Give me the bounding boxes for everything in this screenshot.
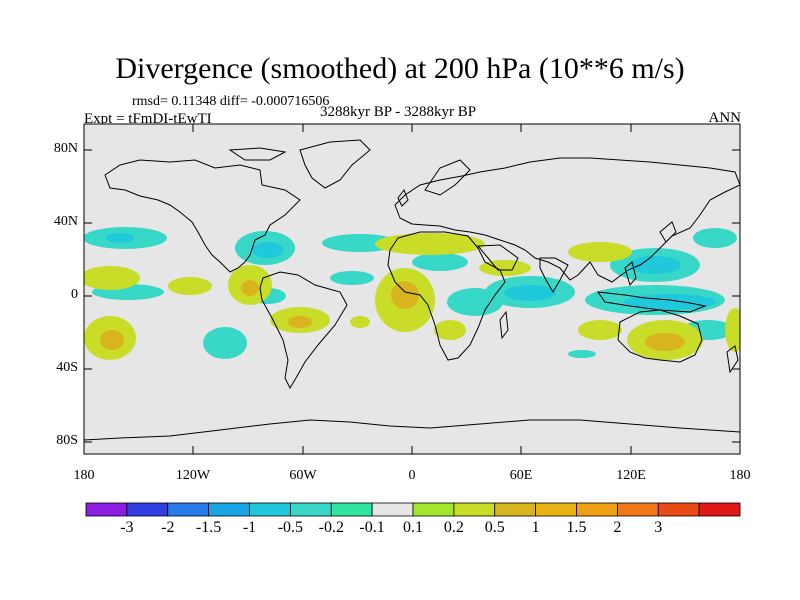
field-core-negative	[106, 233, 134, 243]
field-patch-negative	[693, 228, 737, 248]
australia-coast	[617, 309, 703, 363]
coastlines	[84, 139, 740, 441]
y-tick-label: 80S	[56, 433, 78, 448]
colorbar-label: -0.2	[318, 519, 344, 536]
colorbar-label: -1.5	[195, 519, 222, 536]
colorbar-label: -1	[242, 519, 257, 536]
colorbar-swatch	[698, 502, 741, 517]
period-label: 3288kyr BP - 3288kyr BP	[320, 104, 477, 120]
y-tick-label: 40N	[53, 214, 78, 229]
field-patch-negative	[412, 253, 468, 271]
field-core-positive	[241, 280, 259, 296]
colorbar-swatch	[85, 502, 128, 517]
x-tick-label: 120W	[175, 468, 211, 483]
field-patch-negative	[330, 271, 374, 285]
stats-label: rmsd= 0.11348 diff= -0.000716506	[132, 94, 330, 109]
x-tick-label: 120E	[616, 468, 646, 483]
madagascar-coast	[499, 310, 509, 340]
colorbar-label: 0.5	[484, 519, 505, 536]
field-patch-positive	[568, 242, 632, 262]
colorbar-swatch	[453, 502, 496, 517]
south-america-coast	[259, 271, 348, 390]
colorbar-swatch	[412, 502, 455, 517]
field-core-positive	[288, 316, 312, 328]
x-tick-label: 60W	[289, 468, 317, 483]
colorbar-swatch	[167, 502, 210, 517]
colorbar-swatch	[494, 502, 537, 517]
new-zealand-coast	[726, 345, 739, 374]
x-tick-label: 60E	[509, 468, 533, 483]
x-tick-label: 0	[408, 468, 416, 483]
experiment-label: Expt = tFmDI-tEwTI	[84, 111, 212, 127]
x-tick-label: 180	[73, 468, 95, 483]
y-tick-label: 80N	[53, 141, 78, 156]
colorbar-swatch	[576, 502, 618, 517]
colorbar-label: -0.1	[359, 519, 385, 536]
philippines-coast	[624, 261, 637, 287]
colorbar-swatch	[330, 502, 373, 517]
arctic-islands-coast	[228, 147, 287, 161]
colorbar-swatch	[208, 502, 250, 517]
uk-coast	[397, 188, 409, 207]
field-patch-positive	[375, 233, 485, 255]
map-title: Divergence (smoothed) at 200 hPa (10**6 …	[115, 52, 685, 85]
greenland-coast	[299, 139, 371, 189]
india-coast	[539, 257, 569, 293]
colorbar-label: 2	[613, 519, 622, 536]
colorbar-label: -0.5	[277, 519, 304, 536]
colorbar-swatch	[126, 502, 169, 517]
colorbar-label: 3	[654, 519, 663, 536]
colorbar-swatch	[616, 502, 659, 517]
colorbar-swatch	[371, 502, 414, 517]
colorbar-label: 0.1	[403, 519, 423, 536]
arabia-coast	[476, 244, 519, 271]
colorbar-label: 0.2	[443, 519, 464, 536]
colorbar-swatch	[535, 502, 577, 517]
colorbar-label: 1	[531, 519, 540, 536]
field-core-negative	[252, 242, 284, 258]
colorbar-label: 1.5	[566, 519, 587, 536]
field-patch-positive	[350, 316, 370, 328]
season-label: ANN	[708, 110, 742, 126]
field-patch-positive	[84, 266, 140, 290]
field-patch-positive	[434, 320, 466, 340]
field-core-positive	[391, 281, 419, 309]
colorbar	[85, 502, 741, 517]
colorbar-swatch	[657, 502, 700, 517]
colorbar-label: -2	[161, 519, 175, 536]
scandinavia-coast	[424, 159, 471, 196]
africa-coast	[387, 231, 506, 361]
field-patch-positive	[168, 277, 212, 295]
antarctica-coast	[84, 419, 740, 441]
colorbar-swatch	[249, 502, 291, 517]
colorbar-swatch	[289, 502, 332, 517]
field-patch-positive	[479, 260, 531, 276]
y-tick-label: 0	[71, 287, 78, 302]
field-core-positive	[645, 333, 685, 351]
field-core-positive	[100, 330, 124, 350]
indonesia-coast	[596, 291, 707, 313]
field-patch-positive	[578, 320, 622, 340]
field-core-negative	[504, 285, 556, 301]
field-patch-negative	[447, 288, 503, 316]
divergence-field	[84, 227, 740, 360]
field-patch-negative	[568, 350, 596, 358]
axis-ticks	[83, 124, 741, 454]
y-tick-label: 40S	[56, 360, 78, 375]
japan-coast	[659, 221, 677, 243]
field-patch-negative	[203, 327, 247, 359]
x-tick-label: 180	[729, 468, 751, 483]
field-patch-positive	[725, 308, 740, 352]
colorbar-label: -3	[120, 519, 134, 536]
north-america-coast	[104, 159, 301, 273]
field-core-negative	[629, 256, 681, 274]
